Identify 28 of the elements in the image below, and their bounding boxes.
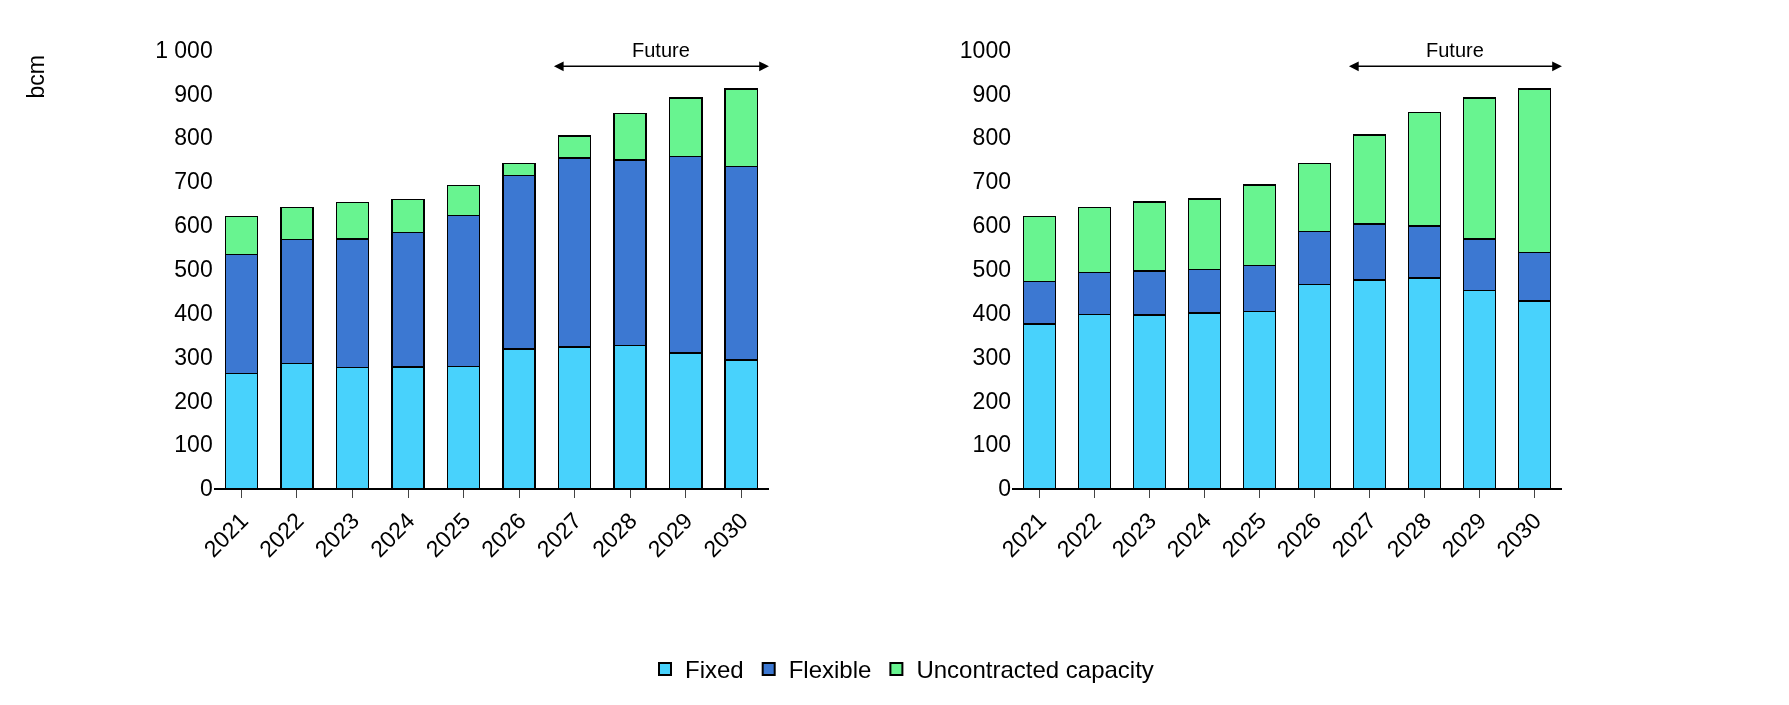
y-tick-label: 800 [174,124,213,151]
y-tick-label: 100 [972,431,1011,458]
y-tick-label: 600 [174,212,213,239]
y-tick-label: 600 [972,212,1011,239]
y-tick-label: 1000 [959,36,1011,63]
y-tick-label: 200 [972,387,1011,414]
y-tick-label: 900 [972,80,1011,107]
y-axis-title: bcm [23,55,50,99]
y-tick-label: 300 [972,343,1011,370]
legend-label: Fixed [685,656,744,684]
y-tick-label: 900 [174,80,213,107]
y-tick-label: 0 [998,475,1011,502]
y-tick-label: 1 000 [155,36,213,63]
annotation: Future [632,39,690,61]
y-tick-label: 800 [972,124,1011,151]
y-tick-label: 500 [972,256,1011,283]
y-tick-label: 400 [972,299,1011,326]
y-tick-label: 0 [199,475,213,502]
annotation: Future [1426,39,1484,61]
y-tick-label: 700 [972,168,1011,195]
y-tick-label: 700 [174,168,213,195]
y-tick-label: 400 [174,299,213,326]
y-tick-label: 500 [174,256,213,283]
legend-label: Flexible [788,656,872,684]
legend-label: Uncontracted capacity [916,656,1154,684]
y-tick-label: 300 [174,343,213,370]
y-tick-label: 100 [174,431,213,458]
y-tick-label: 200 [174,387,213,414]
